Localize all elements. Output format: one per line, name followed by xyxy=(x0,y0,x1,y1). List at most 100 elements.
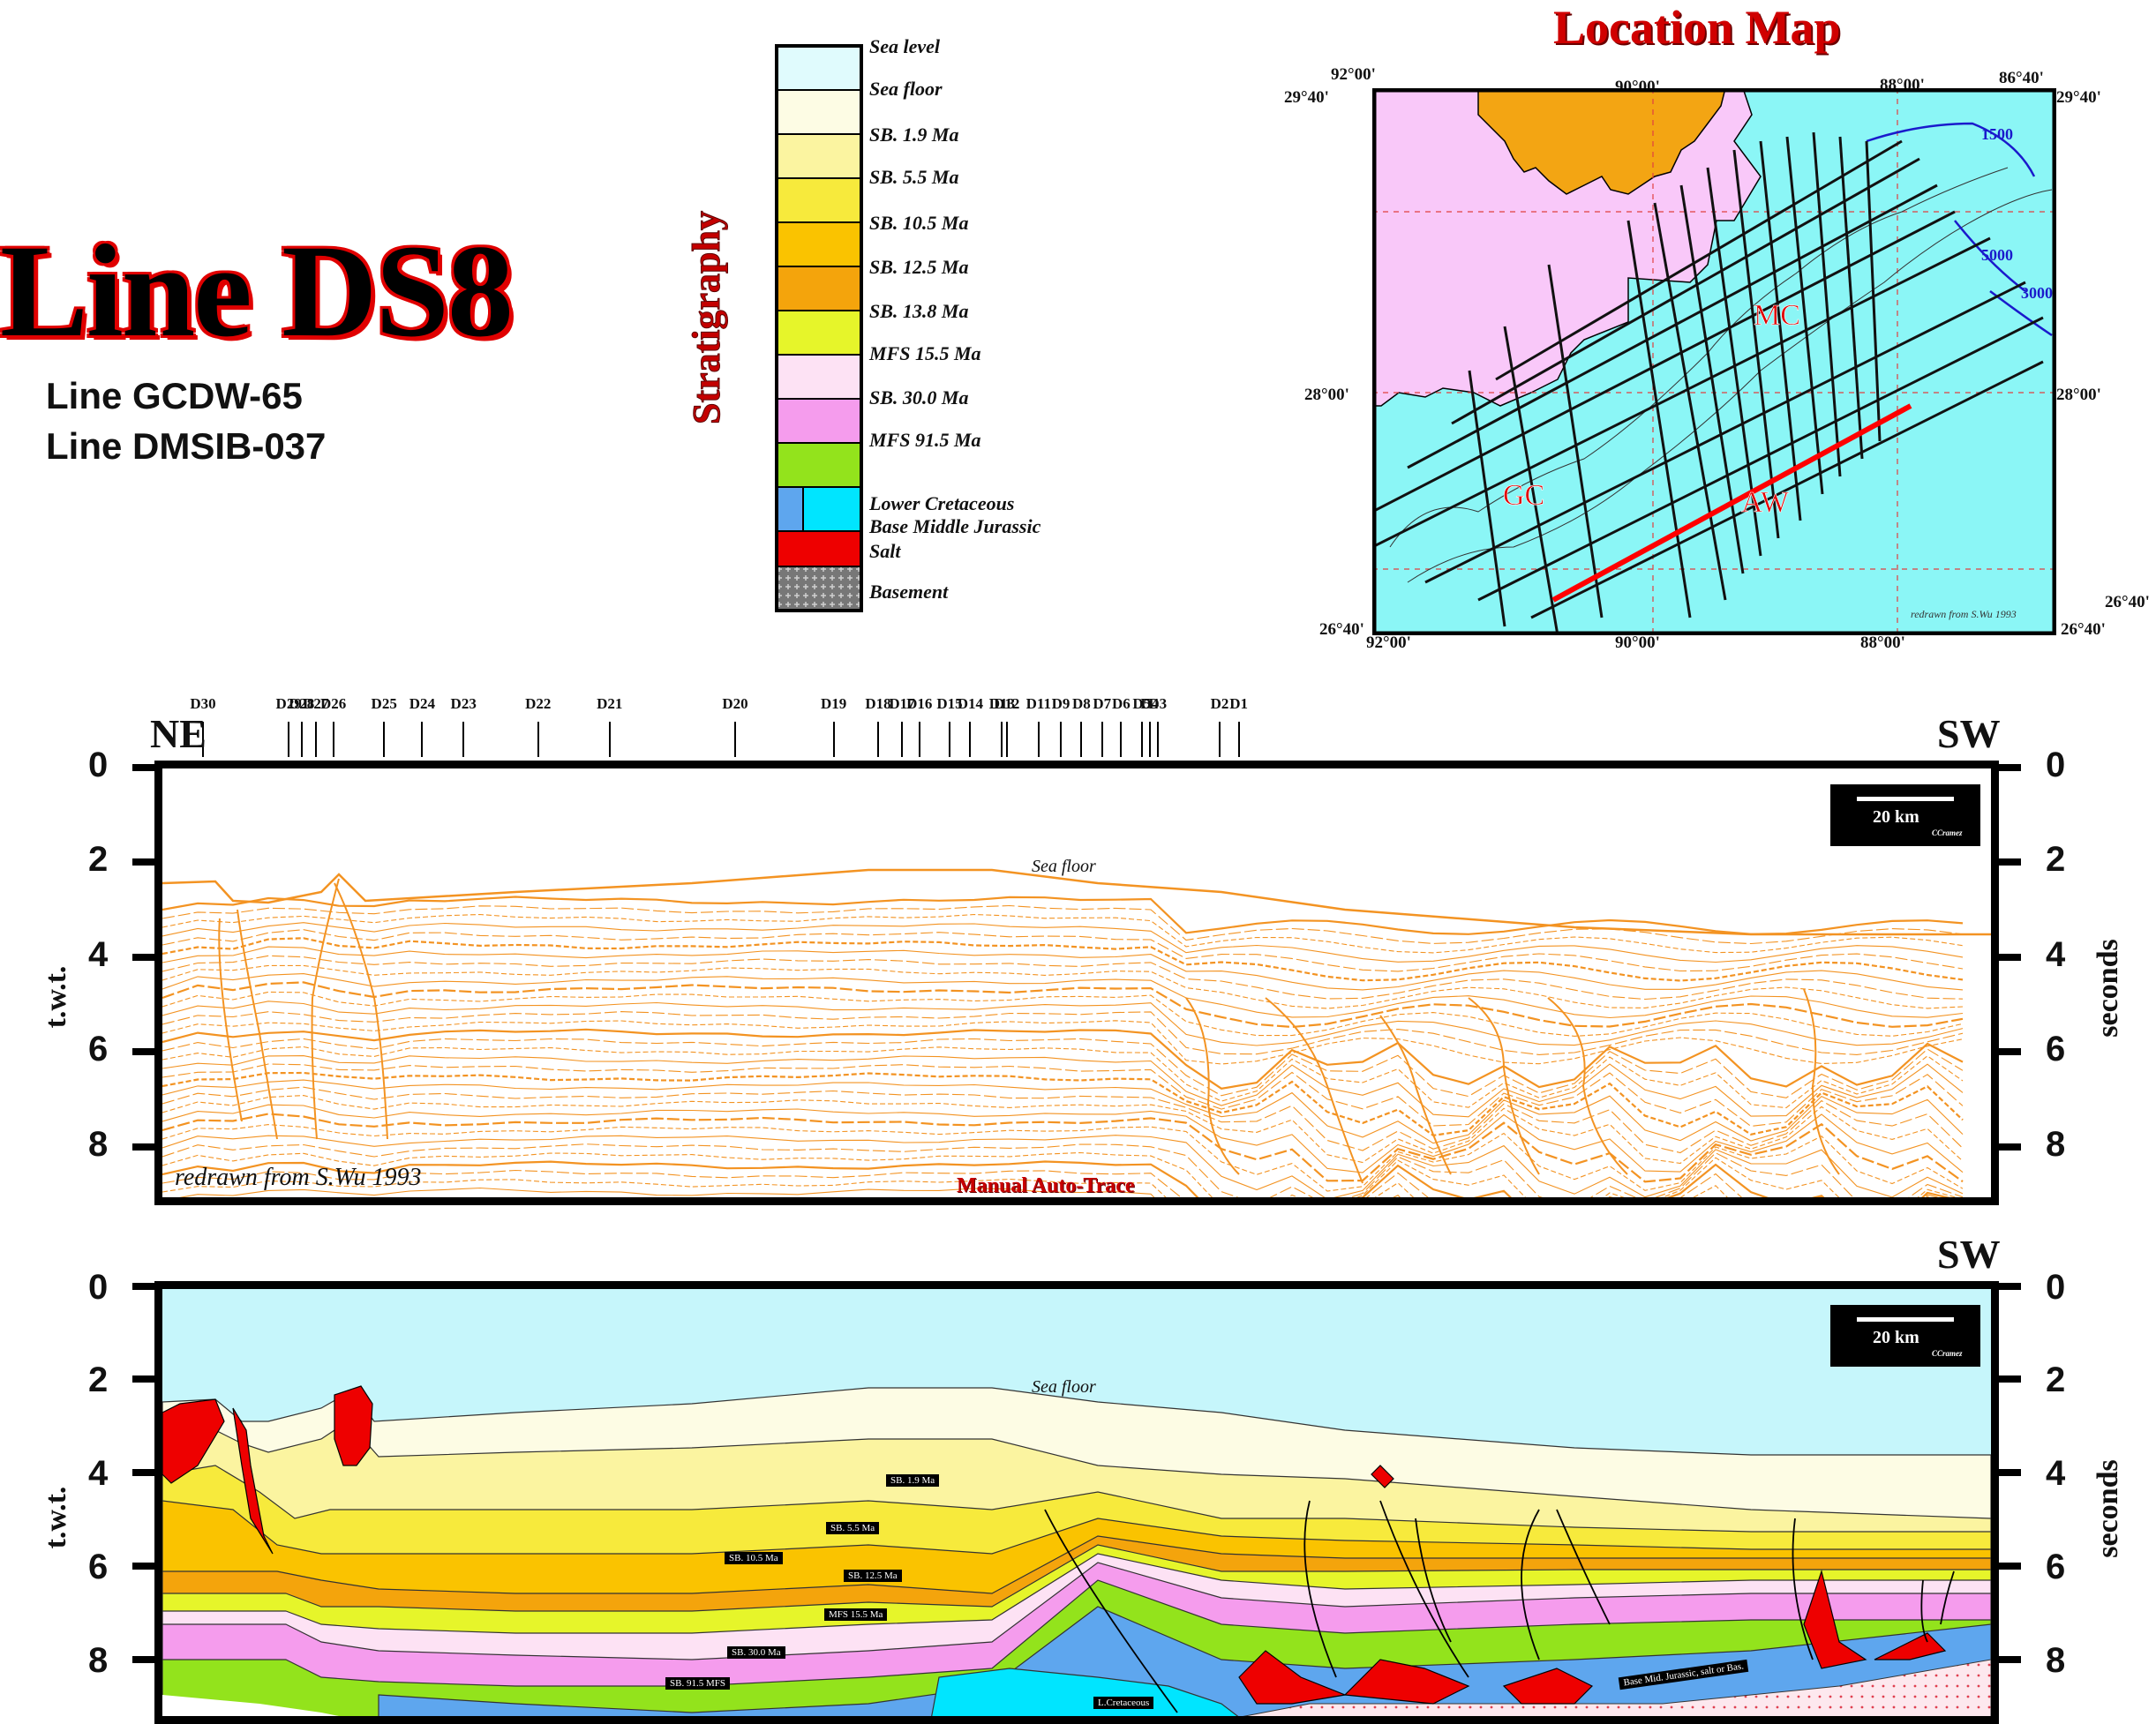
map-coord-lat-28-left: 28°00' xyxy=(1304,386,1349,404)
bottom-y-tick-6-left: 6 xyxy=(88,1548,109,1586)
well-label-d2: D2 xyxy=(1210,695,1229,712)
well-label-d22: D22 xyxy=(525,695,552,712)
legend-swatch-1 xyxy=(776,89,862,135)
svg-text:t.w.t.: t.w.t. xyxy=(40,966,72,1029)
top-y-tick-4-right: 4 xyxy=(2046,935,2066,974)
legend-label-5: SB. 12.5 Ma xyxy=(869,256,969,278)
well-tick-d19 xyxy=(832,722,835,757)
map-contour-1500: 1500 xyxy=(1981,125,2013,143)
trace-reflector-2 xyxy=(162,913,1964,954)
trace-reflector-20 xyxy=(162,1071,1964,1137)
well-tick-d3 xyxy=(1156,722,1159,757)
legend-swatch-4 xyxy=(776,221,862,267)
map-coord-lon-88-bottom: 88°00' xyxy=(1860,633,1905,652)
bottom-scale-bar-credit: CCramez xyxy=(1932,1349,1963,1358)
well-label-d6: D6 xyxy=(1112,695,1131,712)
legend-label-6: SB. 13.8 Ma xyxy=(869,300,969,322)
map-label-gc: GC xyxy=(1503,479,1544,512)
stratigraphy-heading: Stratigraphy xyxy=(685,211,729,425)
well-label-d16: D16 xyxy=(906,695,933,712)
legend-swatch-3 xyxy=(776,177,862,223)
horizon-label-sb-91-5-mfs: SB. 91.5 MFS xyxy=(665,1677,730,1690)
legend-swatch-5 xyxy=(776,266,862,311)
well-label-d1: D1 xyxy=(1229,695,1248,712)
legend-label-10: Lower Cretaceous xyxy=(869,492,1015,514)
well-tick-d11 xyxy=(1037,722,1040,757)
legend-swatch-0 xyxy=(776,45,862,91)
top-scale-bar-label: 20 km xyxy=(1873,807,1919,827)
bottom-scale-bar: 20 km CCramez xyxy=(1830,1305,1980,1367)
top-y-tick-2-left: 2 xyxy=(88,840,109,879)
well-tick-d6 xyxy=(1120,722,1123,757)
bottom-y-tick-8-right: 8 xyxy=(2046,1641,2066,1680)
well-tick-d25 xyxy=(383,722,386,757)
well-label-d23: D23 xyxy=(450,695,477,712)
top-y-tick-8-right: 8 xyxy=(2046,1125,2066,1164)
legend-swatch-7 xyxy=(776,354,862,400)
legend-swatch-salt xyxy=(776,530,862,567)
top-y-tick-0-right: 0 xyxy=(2046,746,2066,784)
trace-reflector-21 xyxy=(162,1079,1964,1144)
trace-reflector-15 xyxy=(162,1028,1964,1090)
horizon-label-sb-10-5: SB. 10.5 Ma xyxy=(725,1552,783,1564)
well-tick-d16 xyxy=(918,722,920,757)
horizon-label-mfs-15-5: MFS 15.5 Ma xyxy=(824,1608,888,1621)
trace-reflector-16 xyxy=(162,1038,1964,1098)
bottom-sea-floor-label: Sea floor xyxy=(1032,1377,1096,1397)
top-y-tick-0-left: 0 xyxy=(88,746,109,784)
top-y-tick-6-left: 6 xyxy=(88,1030,109,1068)
map-coord-lon-92-top: 92°00' xyxy=(1331,65,1376,84)
trace-reflector-7 xyxy=(162,955,1964,1001)
trace-reflector-19 xyxy=(162,1063,1964,1128)
horizon-label-sb-1-9: SB. 1.9 Ma xyxy=(886,1474,940,1487)
bottom-y-axis-label-right: seconds xyxy=(2092,1459,2124,1557)
map-coord-lat-26-left: 26°40' xyxy=(1319,620,1364,639)
bottom-panel-direction-right: SW xyxy=(1937,1232,2001,1277)
horizon-label-sb-5-5: SB. 5.5 Ma xyxy=(826,1522,880,1534)
top-method-label: Manual Auto-Trace xyxy=(957,1174,1135,1197)
bottom-y-tick-4-left: 4 xyxy=(88,1454,109,1493)
top-credit: redrawn from S.Wu 1993 xyxy=(175,1164,422,1191)
svg-text:seconds: seconds xyxy=(2092,1459,2124,1557)
trace-reflector-24 xyxy=(162,1104,1964,1173)
trace-reflector-22 xyxy=(162,1086,1964,1154)
trace-reflector-25 xyxy=(162,1113,1964,1183)
map-label-mc: MC xyxy=(1754,299,1800,332)
well-tick-d24 xyxy=(421,722,424,757)
well-label-d26: D26 xyxy=(319,695,347,712)
legend-label-8: SB. 30.0 Ma xyxy=(869,386,969,409)
well-label-d29: D29 xyxy=(275,695,302,712)
interpretation-panel: 20 km CCramez Sea floor SB. 1.9 Ma SB. 5… xyxy=(154,1281,1999,1724)
location-map: 1500 3000 5000 MC GC AW redrawn from S.W… xyxy=(1372,88,2056,635)
well-tick-d1 xyxy=(1237,722,1240,757)
map-coord-lat-26-right: 26°40' xyxy=(2061,620,2106,639)
trace-reflector-14 xyxy=(162,1020,1964,1065)
well-tick-d8 xyxy=(1080,722,1083,757)
legend-label-7: MFS 15.5 Ma xyxy=(869,342,981,364)
well-tick-d2 xyxy=(1219,722,1221,757)
legend-swatch-8 xyxy=(776,398,862,444)
seismic-trace-panel: 20 km CCramez Sea floor redrawn from S.W… xyxy=(154,761,1999,1205)
well-tick-d14 xyxy=(969,722,972,757)
trace-reflector-13 xyxy=(162,1011,1964,1055)
well-label-d4: D4 xyxy=(1140,695,1160,712)
svg-text:seconds: seconds xyxy=(2092,939,2124,1037)
well-label-d25: D25 xyxy=(371,695,397,712)
trace-reflector-5 xyxy=(162,937,1964,982)
well-label-d8: D8 xyxy=(1072,695,1091,712)
well-tick-d12 xyxy=(1005,722,1008,757)
trace-reflector-28 xyxy=(162,1143,1964,1197)
seismic-trace-drawing xyxy=(162,868,1991,1197)
well-label-d13: D13 xyxy=(988,695,1016,712)
bottom-y-axis-label-left: t.w.t. xyxy=(40,1487,72,1549)
svg-text:t.w.t.: t.w.t. xyxy=(40,1487,72,1549)
well-tick-d4 xyxy=(1148,722,1151,757)
trace-reflector-27 xyxy=(162,1135,1964,1197)
stratigraphy-legend-column xyxy=(775,44,863,612)
map-coord-lon-86-top: 86°40' xyxy=(1999,69,2044,87)
well-label-d27: D27 xyxy=(303,695,329,712)
trace-reflector-4 xyxy=(162,929,1964,972)
trace-reflector-29 xyxy=(162,1151,1957,1197)
well-tick-d23 xyxy=(462,722,465,757)
map-coord-lon-90-bottom: 90°00' xyxy=(1615,633,1660,652)
